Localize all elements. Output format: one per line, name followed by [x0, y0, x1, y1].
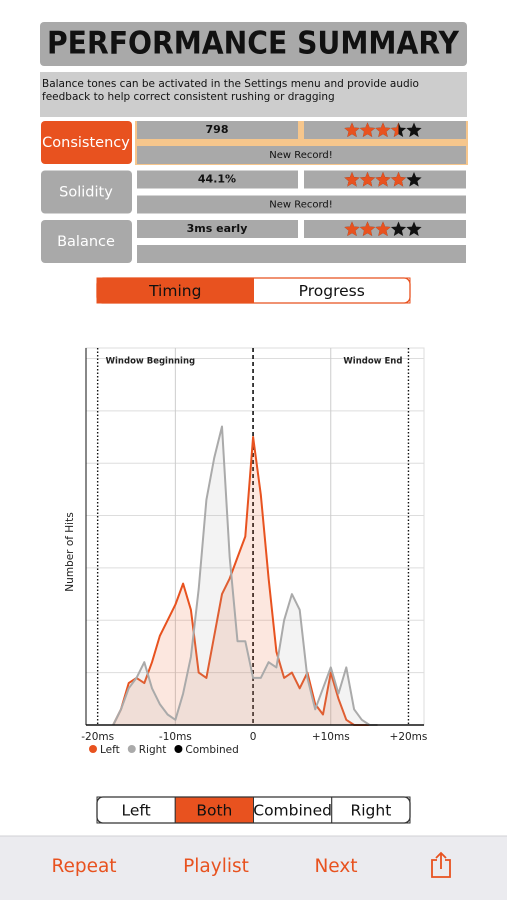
- star: [344, 221, 360, 236]
- metric-label: Solidity: [59, 185, 113, 201]
- metric-button[interactable]: [41, 170, 132, 214]
- segment[interactable]: [96, 796, 176, 824]
- legend-swatch: [174, 745, 183, 753]
- segment[interactable]: [96, 277, 254, 304]
- star-filled: [375, 221, 391, 236]
- series-area: [113, 437, 378, 725]
- share-arrow: [435, 851, 447, 869]
- title: PERFORMANCE SUMMARY: [47, 26, 460, 62]
- star-empty: [406, 122, 422, 137]
- segment[interactable]: [253, 796, 333, 824]
- metric-note: New Record!: [269, 200, 333, 211]
- description-holder: Balance tones can be activated in the Se…: [42, 78, 419, 103]
- x-tick-label: 0: [250, 731, 257, 743]
- view-tabs: Timing Progress: [96, 277, 411, 304]
- value-cell: [137, 220, 298, 238]
- y-axis-label: Number of Hits: [64, 512, 76, 591]
- series-line: [112, 436, 378, 726]
- star: [344, 122, 360, 137]
- star: [375, 122, 391, 137]
- star-empty: [390, 221, 407, 236]
- star-filled: [359, 172, 376, 187]
- segment[interactable]: [174, 796, 254, 824]
- star-filled: [344, 221, 360, 236]
- segment-label: Combined: [253, 802, 332, 820]
- title-bar: [40, 22, 467, 66]
- toolbar: [0, 836, 507, 900]
- segment-frame: [96, 277, 411, 304]
- star: [359, 221, 376, 236]
- note-cell: [137, 245, 466, 263]
- star: [375, 172, 391, 187]
- toolbar-button[interactable]: Playlist: [183, 856, 249, 877]
- metric-button[interactable]: [41, 121, 132, 164]
- segment-label: Progress: [299, 282, 365, 300]
- segment-frame: [96, 796, 411, 824]
- value-cell: [137, 170, 298, 189]
- star-filled: [344, 172, 360, 187]
- star-empty: [406, 221, 422, 236]
- star-filled: [359, 122, 376, 137]
- metrics: Consistency 798 New Record! Solidity 44.1% Ne…: [41, 121, 468, 263]
- metric-note: New Record!: [269, 150, 333, 161]
- star-filled: [359, 221, 376, 236]
- annotation: Window Beginning: [106, 357, 195, 367]
- metric-value: 3ms early: [187, 222, 248, 235]
- chart: -20ms -10ms 0 +10ms +20ms Window Beginning Win…: [64, 348, 427, 756]
- star-filled: [344, 122, 360, 137]
- metric-label: Balance: [57, 234, 115, 250]
- star: [390, 221, 407, 236]
- star: [359, 172, 376, 187]
- note-cell: [137, 146, 466, 164]
- segment-label: Right: [350, 802, 391, 820]
- star-filled: [390, 122, 399, 137]
- star-filled: [375, 122, 391, 137]
- series-line: [112, 425, 378, 726]
- legend-swatch: [127, 745, 136, 753]
- note-cell: [137, 195, 466, 214]
- metric-value: 798: [206, 123, 229, 136]
- star: [390, 122, 407, 137]
- star-empty: [406, 172, 422, 187]
- star: [406, 221, 422, 236]
- star: [406, 172, 422, 187]
- star: [406, 122, 422, 137]
- share-button[interactable]: [431, 851, 451, 878]
- toolbar-buttons: Repeat Playlist Next: [51, 856, 357, 877]
- legend-label: Left: [100, 744, 120, 756]
- value-cell: [137, 121, 298, 139]
- legend-swatch: [89, 745, 97, 753]
- toolbar-button[interactable]: Next: [314, 856, 357, 877]
- star: [375, 221, 391, 236]
- star: [359, 122, 376, 137]
- metric-value: 44.1%: [198, 173, 236, 186]
- x-tick-label: -20ms: [81, 731, 114, 743]
- star-filled: [375, 172, 391, 187]
- segment-label: Both: [196, 802, 232, 820]
- metric-button[interactable]: [41, 220, 132, 263]
- segment-label: Timing: [148, 282, 201, 300]
- description-box: [40, 72, 467, 117]
- segment-label: Left: [122, 802, 151, 820]
- toolbar-button[interactable]: Repeat: [51, 856, 116, 877]
- x-tick-label: +10ms: [312, 731, 350, 743]
- star: [344, 172, 360, 187]
- star-filled: [390, 172, 407, 187]
- x-tick-label: +20ms: [390, 731, 428, 743]
- share-box: [431, 859, 451, 878]
- star: [390, 172, 407, 187]
- annotation: Window End: [343, 357, 402, 367]
- x-tick-label: -10ms: [159, 731, 192, 743]
- description: Balance tones can be activated in the Se…: [42, 78, 419, 103]
- hand-filter: Left Both Combined Right: [96, 796, 411, 824]
- metric-label: Consistency: [42, 135, 130, 151]
- legend-label: Right: [139, 744, 167, 756]
- legend-label: Combined: [185, 744, 238, 756]
